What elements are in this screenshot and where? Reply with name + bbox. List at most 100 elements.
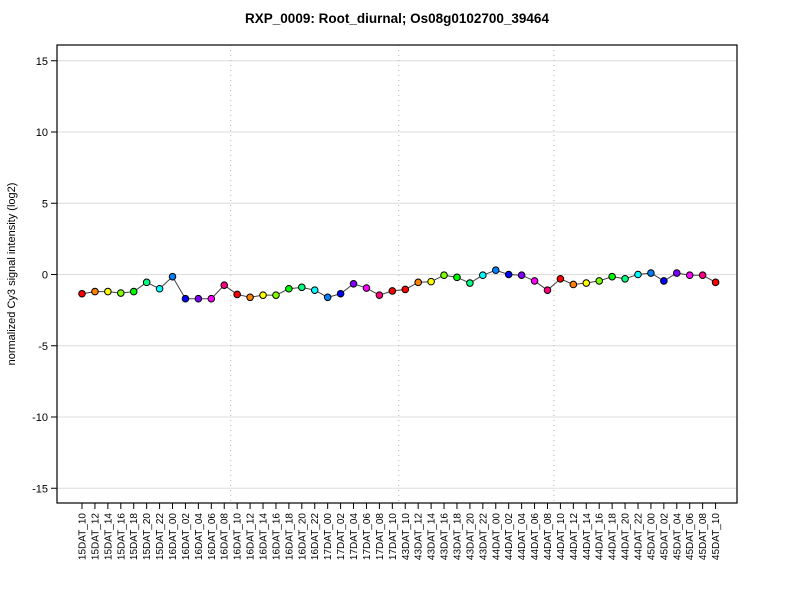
x-tick-label: 44DAT_20 — [621, 513, 632, 561]
data-point — [246, 293, 254, 302]
x-tick-label: 15DAT_22 — [155, 513, 166, 561]
x-tick-label: 16DAT_04 — [194, 513, 205, 561]
data-point — [543, 286, 552, 294]
x-tick-label: 44DAT_18 — [608, 513, 619, 561]
x-tick-label: 43DAT_12 — [414, 513, 425, 561]
x-tick-label: 16DAT_14 — [259, 513, 270, 561]
x-tick-label: 44DAT_04 — [517, 513, 528, 561]
data-point — [375, 291, 384, 299]
x-tick-label: 44DAT_12 — [569, 513, 580, 561]
x-tick-label: 45DAT_08 — [698, 513, 709, 561]
y-tick-label: 10 — [36, 127, 48, 139]
data-point — [285, 284, 293, 293]
data-point — [440, 271, 448, 280]
data-point — [453, 273, 461, 282]
x-tick-label: 43DAT_14 — [427, 513, 438, 561]
data-point — [634, 270, 642, 279]
x-tick-label: 45DAT_10 — [711, 513, 722, 561]
x-tick-label: 45DAT_06 — [685, 513, 696, 561]
data-point — [698, 271, 707, 280]
x-tick-label: 17DAT_10 — [388, 513, 399, 561]
data-point — [427, 277, 435, 286]
data-point — [220, 281, 229, 289]
x-tick-label: 45DAT_02 — [659, 513, 670, 561]
data-point — [556, 274, 565, 283]
x-tick-label: 16DAT_20 — [297, 513, 308, 561]
y-axis-title: normalized Cy3 signal intensity (log2) — [6, 183, 18, 366]
data-point — [491, 266, 500, 275]
x-tick-label: 16DAT_06 — [207, 513, 218, 561]
data-point — [660, 277, 668, 285]
data-point — [142, 278, 151, 287]
data-point — [129, 287, 138, 296]
y-tick-label: -15 — [32, 483, 48, 495]
x-tick-label: 15DAT_20 — [142, 513, 153, 561]
x-tick-label: 44DAT_10 — [556, 513, 567, 561]
data-point — [362, 284, 371, 292]
x-tick-label: 45DAT_00 — [646, 513, 657, 561]
data-point — [672, 269, 681, 277]
x-tick-label: 44DAT_02 — [504, 513, 515, 561]
x-tick-label: 44DAT_00 — [491, 513, 502, 561]
x-tick-label: 17DAT_00 — [323, 513, 334, 561]
data-point — [595, 277, 604, 285]
data-point — [272, 291, 280, 299]
x-tick-label: 44DAT_14 — [582, 513, 593, 561]
x-tick-label: 17DAT_02 — [336, 513, 347, 561]
x-tick-label: 15DAT_12 — [90, 513, 101, 561]
data-point — [104, 287, 112, 296]
x-tick-label: 17DAT_06 — [362, 513, 373, 561]
x-tick-label: 44DAT_08 — [543, 513, 554, 561]
data-point — [685, 271, 694, 280]
plot-border — [56, 44, 738, 504]
x-tick-label: 17DAT_04 — [349, 513, 360, 561]
x-tick-label: 16DAT_18 — [284, 513, 295, 561]
x-tick-label: 44DAT_16 — [595, 513, 606, 561]
data-point — [168, 272, 177, 281]
data-point — [116, 289, 125, 297]
x-tick-label: 15DAT_16 — [116, 513, 127, 561]
x-tick-label: 43DAT_18 — [452, 513, 463, 561]
x-tick-label: 15DAT_18 — [129, 513, 140, 561]
data-point — [414, 278, 422, 287]
x-tick-label: 16DAT_16 — [271, 513, 282, 561]
data-point — [91, 287, 99, 296]
data-point — [711, 278, 720, 287]
x-tick-label: 16DAT_12 — [246, 513, 257, 561]
data-point — [194, 294, 203, 303]
x-tick-label: 43DAT_22 — [478, 513, 489, 561]
x-tick-label: 43DAT_20 — [465, 513, 476, 561]
y-tick-label: 15 — [36, 56, 48, 68]
x-tick-label: 44DAT_22 — [633, 513, 644, 561]
data-point — [336, 289, 345, 298]
data-point — [349, 279, 358, 288]
data-point — [207, 294, 216, 303]
y-tick-label: 0 — [42, 270, 48, 282]
data-point — [608, 272, 616, 281]
data-point — [621, 274, 629, 283]
data-point — [466, 279, 474, 287]
data-point — [298, 283, 306, 292]
data-point — [479, 271, 487, 280]
x-tick-label: 16DAT_22 — [310, 513, 321, 561]
x-tick-label: 15DAT_14 — [103, 513, 114, 561]
x-tick-label: 16DAT_00 — [168, 513, 179, 561]
data-point — [323, 293, 332, 302]
data-point — [517, 271, 526, 280]
y-tick-label: -5 — [38, 341, 48, 353]
data-point — [647, 269, 655, 277]
data-point — [530, 277, 539, 285]
series-layer — [78, 266, 720, 303]
x-tick-label: 16DAT_10 — [233, 513, 244, 561]
y-tick-label: -10 — [32, 412, 48, 424]
data-point — [310, 286, 319, 294]
data-point — [78, 289, 86, 298]
x-tick-label: 17DAT_08 — [375, 513, 386, 561]
data-point — [259, 291, 267, 299]
x-tick-label: 16DAT_02 — [181, 513, 192, 561]
data-point — [582, 279, 591, 287]
chart-title: RXP_0009: Root_diurnal; Os08g0102700_394… — [245, 11, 549, 26]
data-point — [388, 287, 397, 295]
